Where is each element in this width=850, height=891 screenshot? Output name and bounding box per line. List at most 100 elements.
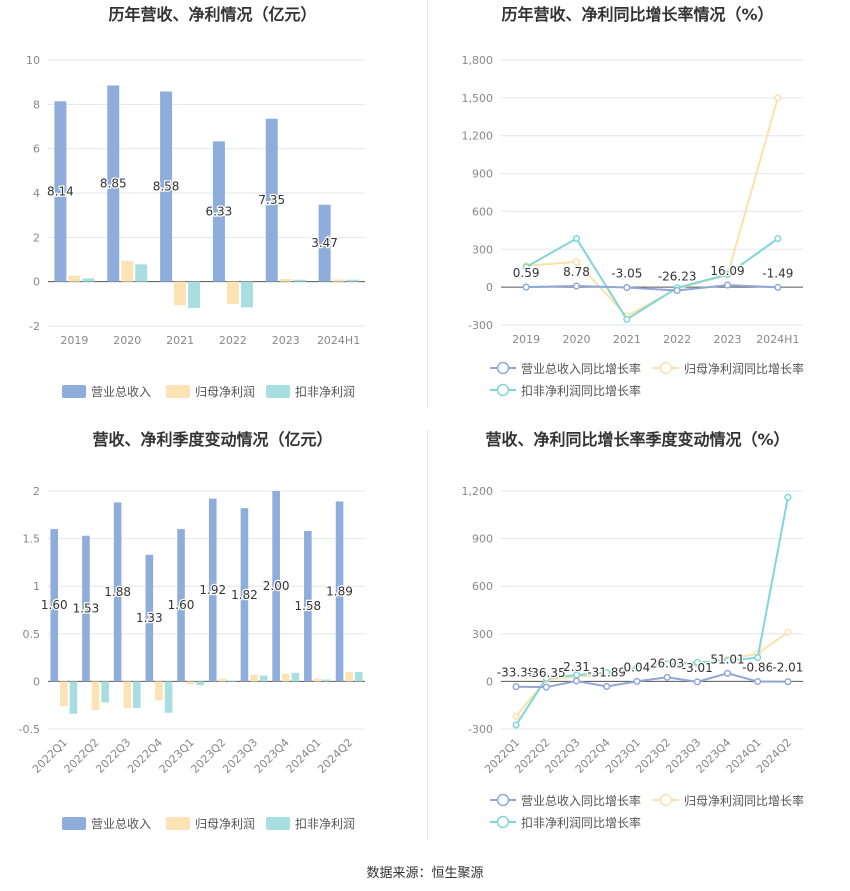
bar [196,681,205,686]
legend-item: 归母净利润 [166,385,255,399]
bar [272,491,280,682]
x-tick-label: 2021 [166,334,194,347]
bar [135,264,148,282]
series-point [774,235,782,243]
data-label: 0.59 [513,266,540,280]
data-label: 1.82 [231,588,258,602]
bar [60,681,68,707]
bar [281,673,290,682]
legend-label: 归母净利润同比增长率 [684,361,804,376]
x-tick-label: 2024Q2 [315,736,355,776]
bar [250,674,258,682]
y-tick-label: 2 [33,231,40,244]
legend-label: 扣非净利润同比增长率 [521,383,641,398]
series-point [572,258,581,266]
data-label: 1.53 [73,602,100,616]
series-point [522,263,530,271]
x-tick-label: 2020 [563,333,591,346]
series-point [754,654,762,662]
bar [113,502,122,682]
bar [218,678,227,682]
x-tick-label: 2023 [272,334,300,347]
legend-swatch [166,385,190,398]
legend-item: 营业总收入 [62,385,151,399]
series-line [515,631,789,717]
y-tick-label: -2 [29,320,40,333]
bar [293,279,306,282]
bar [145,554,154,682]
legend-swatch-marker [496,815,510,829]
series-point [633,664,641,672]
legend-item: 扣非净利润同比增长率 [490,815,641,830]
series-point [784,678,792,686]
data-label: -0.86 [742,661,773,675]
data-label: 8.58 [153,180,180,194]
series-line [526,284,778,292]
bar [101,681,109,703]
legend-item: 扣非净利润同比增长率 [490,383,641,398]
legend-label: 营业总收入同比增长率 [521,361,641,376]
chart-title: 营收、净利同比增长率季度变动情况（%） [485,430,789,449]
bar [164,681,173,713]
data-label: -3.01 [682,661,713,675]
legend-swatch [266,385,290,398]
series-point [603,669,611,677]
data-label: 26.03 [650,656,684,670]
legend-label: 归母净利润同比增长率 [684,793,804,808]
y-tick-label: 900 [472,533,493,546]
y-tick-label: 10 [26,54,40,67]
bar [186,681,195,685]
legend-label: 扣非净利润同比增长率 [521,815,641,830]
bar [54,101,67,282]
bar [332,279,345,282]
y-tick-label: 0 [486,675,493,688]
y-tick-label: -300 [468,723,493,736]
series-point [572,677,581,685]
series-line [515,497,789,726]
bar [259,675,268,682]
data-label: 2.00 [263,579,290,593]
data-label: -36.35 [527,666,566,680]
data-label: 7.35 [258,193,285,207]
data-label: 1.58 [294,599,321,613]
bar [177,529,185,682]
x-tick-label: 2019 [60,334,88,347]
bar [346,279,359,282]
bar [107,85,120,282]
legend-item: 归母净利润同比增长率 [653,793,804,808]
y-tick-label: 600 [472,205,493,218]
legend-swatch [266,817,290,830]
legend-swatch [62,817,86,830]
panel-divider-bottom [427,430,428,840]
legend-item: 归母净利润 [166,817,255,831]
bar [228,680,236,682]
legend-label: 归母净利润 [195,385,255,399]
legend-item: 扣非净利润 [266,817,355,831]
y-tick-label: 1,200 [462,130,494,143]
panel-divider-top [427,0,428,408]
series-point [572,282,581,290]
series-point [603,682,611,691]
y-tick-label: 0 [33,675,40,688]
bar [50,529,59,682]
chart-title: 历年营收、净利同比增长率情况（%） [501,5,773,24]
y-tick-label: 1,500 [462,92,494,105]
chart-title: 营收、净利季度变动情况（亿元） [92,430,332,449]
y-tick-label: 900 [472,168,493,181]
bar [133,681,141,709]
series-point [774,283,782,291]
bar [208,498,217,682]
bar [313,678,322,682]
series-point [542,683,550,691]
data-label: -3.05 [611,267,642,281]
x-tick-label: 2020 [113,334,141,347]
bar [91,681,100,710]
series-point [512,721,520,729]
y-tick-label: 1,800 [462,54,494,67]
bar [226,281,239,305]
series-point [723,270,732,279]
x-tick-label: 2022 [663,333,691,346]
bar [212,141,225,282]
bar [323,679,331,682]
legend-label: 扣非净利润 [295,385,355,399]
